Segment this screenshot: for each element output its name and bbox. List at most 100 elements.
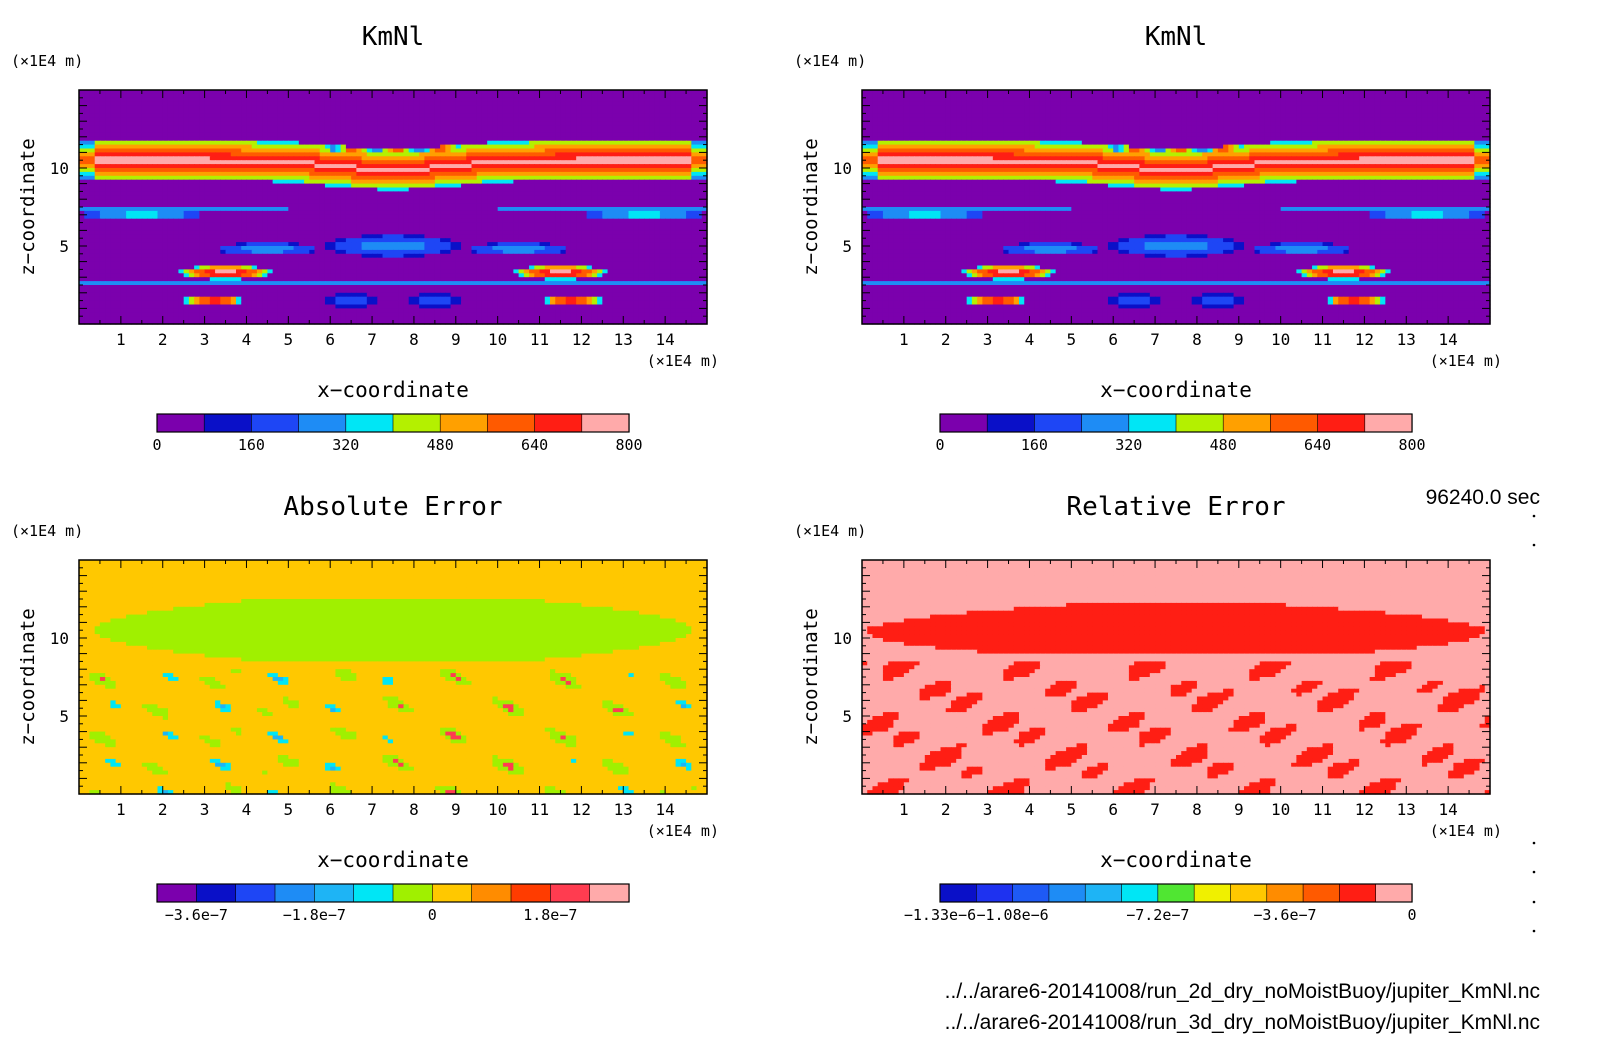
- field-cell: [262, 129, 268, 134]
- field-cell: [267, 195, 273, 200]
- field-cell: [377, 160, 383, 165]
- field-cell: [147, 234, 153, 239]
- field-cell: [534, 227, 540, 232]
- field-cell: [686, 234, 692, 239]
- field-cell: [513, 199, 519, 204]
- field-cell: [210, 102, 216, 107]
- field-cell: [639, 152, 645, 157]
- field-cell: [461, 102, 467, 107]
- field-cell: [430, 168, 436, 173]
- field-cell: [163, 199, 169, 204]
- field-cell: [315, 223, 321, 228]
- field-cell: [634, 113, 640, 118]
- field-cell: [409, 168, 415, 173]
- field-cell: [555, 102, 561, 107]
- field-cell: [377, 133, 383, 138]
- field-cell: [623, 176, 629, 181]
- field-cell: [299, 195, 305, 200]
- field-cell: [383, 137, 389, 142]
- field-cell: [89, 219, 95, 224]
- field-cell: [367, 227, 373, 232]
- field-cell: [121, 180, 127, 185]
- field-cell: [294, 156, 300, 161]
- field-cell: [435, 98, 441, 103]
- field-cell: [618, 141, 624, 146]
- field-cell: [419, 117, 425, 122]
- field-cell: [639, 215, 645, 220]
- field-cell: [472, 188, 478, 193]
- field-cell: [440, 203, 446, 208]
- field-cell: [315, 160, 321, 165]
- field-cell: [367, 137, 373, 142]
- field-cell: [325, 156, 331, 161]
- field-cell: [168, 117, 174, 122]
- field-cell: [613, 98, 619, 103]
- field-cell: [262, 152, 268, 157]
- field-cell: [524, 191, 530, 196]
- field-cell: [105, 149, 111, 154]
- field-cell: [440, 246, 446, 251]
- field-cell: [398, 168, 404, 173]
- field-cell: [472, 227, 478, 232]
- field-cell: [210, 180, 216, 185]
- field-cell: [362, 195, 368, 200]
- field-cell: [670, 168, 676, 173]
- field-cell: [686, 152, 692, 157]
- field-cell: [356, 168, 362, 173]
- field-cell: [121, 188, 127, 193]
- field-cell: [414, 176, 420, 181]
- field-cell: [100, 113, 106, 118]
- field-cell: [576, 207, 582, 212]
- field-cell: [351, 152, 357, 157]
- field-cell: [466, 133, 472, 138]
- field-cell: [173, 242, 179, 247]
- field-cell: [147, 191, 153, 196]
- field-cell: [351, 203, 357, 208]
- field-cell: [178, 230, 184, 235]
- field-cell: [623, 129, 629, 134]
- field-cell: [440, 106, 446, 111]
- field-cell: [267, 250, 273, 255]
- field-cell: [346, 184, 352, 189]
- field-cell: [246, 102, 252, 107]
- field-cell: [576, 184, 582, 189]
- field-cell: [435, 191, 441, 196]
- field-cell: [676, 184, 682, 189]
- field-cell: [409, 234, 415, 239]
- field-cell: [503, 227, 509, 232]
- field-cell: [540, 246, 546, 251]
- field-cell: [131, 102, 137, 107]
- field-cell: [383, 199, 389, 204]
- field-cell: [304, 160, 310, 165]
- field-cell: [168, 121, 174, 126]
- field-cell: [445, 184, 451, 189]
- field-cell: [508, 160, 514, 165]
- field-cell: [346, 223, 352, 228]
- field-cell: [377, 188, 383, 193]
- field-cell: [602, 188, 608, 193]
- field-cell: [644, 98, 650, 103]
- field-cell: [649, 230, 655, 235]
- field-cell: [126, 110, 132, 115]
- field-cell: [163, 106, 169, 111]
- field-cell: [147, 168, 153, 173]
- field-cell: [534, 203, 540, 208]
- field-cell: [398, 184, 404, 189]
- field-cell: [168, 156, 174, 161]
- field-cell: [681, 184, 687, 189]
- field-cell: [524, 223, 530, 228]
- field-cell: [163, 219, 169, 224]
- field-cell: [508, 246, 514, 251]
- field-cell: [257, 106, 263, 111]
- field-cell: [435, 129, 441, 134]
- field-cell: [634, 137, 640, 142]
- field-cell: [529, 102, 535, 107]
- field-cell: [205, 121, 211, 126]
- field-cell: [215, 242, 221, 247]
- field-cell: [503, 215, 509, 220]
- field-cell: [456, 106, 462, 111]
- field-cell: [676, 219, 682, 224]
- field-cell: [252, 242, 258, 247]
- field-cell: [608, 125, 614, 130]
- field-cell: [110, 184, 116, 189]
